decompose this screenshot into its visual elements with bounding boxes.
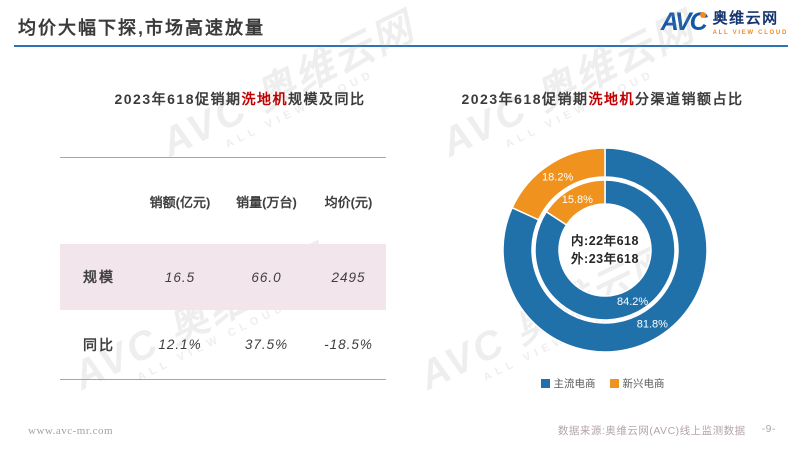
avc-logo: AVC 奥维云网 ALL VIEW CLOUD — [660, 8, 788, 37]
donut-slice — [545, 179, 606, 226]
right-title-prefix: 2023年618促销期 — [461, 91, 589, 107]
donut-slice-label: 81.8% — [637, 319, 668, 331]
left-title-prefix: 2023年618促销期 — [114, 91, 242, 107]
donut-center-line-outer: 外:23年618 — [571, 252, 639, 266]
donut-slice — [534, 179, 676, 321]
yoy-sales-volume: 37.5% — [244, 337, 289, 352]
scale-sales-value: 16.5 — [164, 269, 196, 285]
donut-slice — [502, 147, 708, 353]
legend-item-emerging: 新兴电商 — [609, 376, 665, 391]
footer-source-line: 数据来源:奥维云网(AVC)线上监测数据 -9- — [558, 423, 776, 438]
donut-slice-label: 84.2% — [617, 296, 648, 308]
footer-website: www.avc-mr.com — [28, 425, 114, 437]
legend-swatch-mainstream-icon — [540, 379, 550, 388]
legend-label-mainstream: 主流电商 — [553, 378, 596, 390]
avc-logo-tagline: ALL VIEW CLOUD — [712, 30, 788, 36]
avc-logo-dot-icon — [699, 12, 706, 18]
left-title-suffix: 规模及同比 — [288, 91, 366, 107]
donut-chart: 84.2% 15.8% 81.8% 18.2% — [502, 147, 708, 353]
row-label-yoy: 同比 — [83, 336, 115, 353]
scale-avg-price: 2495 — [331, 269, 366, 285]
right-chart-title: 2023年618促销期洗地机分渠道销额占比 — [420, 89, 785, 109]
avc-logo-text: AVC — [660, 8, 708, 36]
right-title-suffix: 分渠道销额占比 — [635, 91, 744, 107]
legend-swatch-emerging-icon — [609, 379, 619, 388]
left-chart-title: 2023年618促销期洗地机规模及同比 — [60, 89, 420, 109]
legend-item-mainstream: 主流电商 — [540, 376, 596, 391]
column-header-sales-volume: 销量(万台) — [236, 194, 297, 210]
avc-logo-mark: AVC — [660, 8, 708, 36]
donut-center-line-inner: 内:22年618 — [571, 234, 639, 248]
avc-logo-cn: 奥维云网 — [712, 10, 779, 27]
footer-page-number: -9- — [761, 423, 776, 435]
chart-legend: 主流电商 新兴电商 — [420, 376, 785, 391]
legend-label-emerging: 新兴电商 — [622, 378, 665, 390]
table-row-scale: 规模 16.5 66.0 2495 — [60, 244, 386, 310]
left-title-highlight: 洗地机 — [241, 91, 288, 107]
right-title-highlight: 洗地机 — [588, 91, 635, 107]
footer-data-source: 数据来源:奥维云网(AVC)线上监测数据 — [557, 425, 746, 437]
metrics-table: 销额(亿元) 销量(万台) 均价(元) 规模 16.5 66.0 2495 同比… — [60, 157, 386, 380]
column-header-avg-price: 均价(元) — [324, 194, 373, 210]
donut-slice — [511, 147, 606, 221]
page-title: 均价大幅下探,市场高速放量 — [18, 18, 265, 38]
row-label-scale: 规模 — [83, 269, 115, 285]
donut-slice-label: 15.8% — [562, 194, 593, 206]
yoy-avg-price: -18.5% — [324, 337, 373, 352]
column-header-sales-value: 销额(亿元) — [149, 194, 211, 210]
scale-sales-volume: 66.0 — [251, 269, 282, 285]
header-divider — [14, 45, 788, 47]
donut-slice-label: 18.2% — [542, 171, 573, 183]
table-row-yoy: 同比 12.1% 37.5% -18.5% — [60, 310, 386, 379]
table-header-row: 销额(亿元) 销量(万台) 均价(元) — [60, 158, 386, 244]
yoy-sales-value: 12.1% — [158, 337, 202, 352]
donut-center-note: 内:22年618 外:23年618 — [540, 232, 670, 268]
avc-logo-names: 奥维云网 ALL VIEW CLOUD — [713, 10, 788, 36]
